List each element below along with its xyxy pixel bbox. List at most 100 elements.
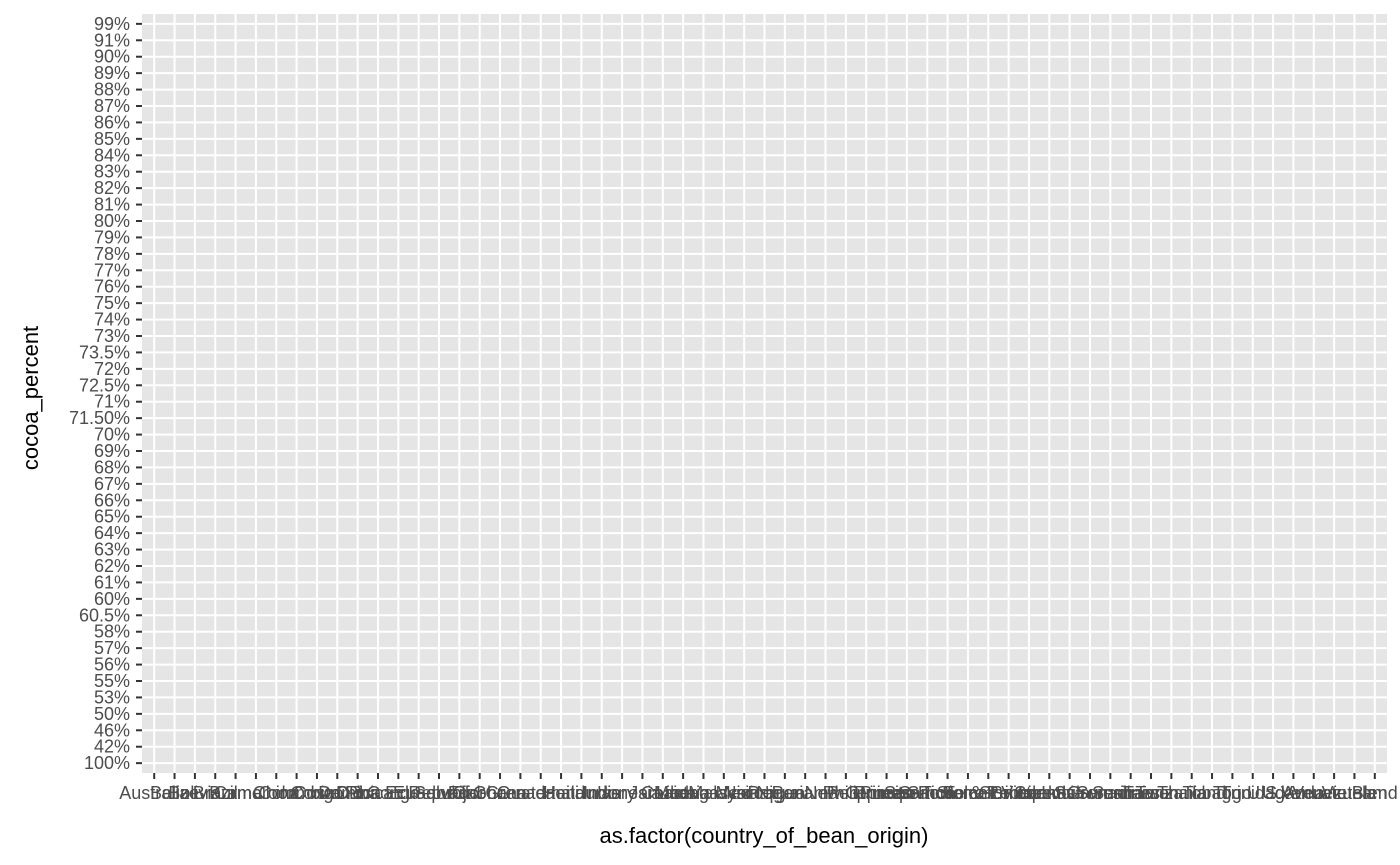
x-tick-label: Trinidad [1221, 783, 1285, 803]
x-tick-label: Burma [209, 783, 263, 803]
x-tick-label: Colombia [259, 783, 336, 803]
y-tick-label: 75% [94, 293, 130, 313]
x-tick-label: Taiwan [1123, 783, 1179, 803]
x-tick-label: Sumatra [1076, 783, 1145, 803]
x-tick-label: Mexico [716, 783, 773, 803]
y-tick-label: 72.5% [79, 375, 130, 395]
y-tick-label: 46% [94, 720, 130, 740]
y-tick-label: 87% [94, 96, 130, 116]
x-tick-label: Tobago [1183, 783, 1242, 803]
x-tick-label: Tanzania [1135, 783, 1208, 803]
y-tick-label: 83% [94, 162, 130, 182]
y-tick-label: 70% [94, 425, 130, 445]
x-tick-label: Cameroon [214, 783, 298, 803]
x-axis-title: as.factor(country_of_bean_origin) [600, 823, 929, 848]
x-tick-label: Cuba [336, 783, 380, 803]
x-tick-label: Thailand [1157, 783, 1226, 803]
y-tick-label: 42% [94, 737, 130, 757]
y-tick-label: 60.5% [79, 605, 130, 625]
y-tick-label: 79% [94, 227, 130, 247]
y-tick-label: 89% [94, 63, 130, 83]
x-tick-label: Vanuatu [1281, 783, 1347, 803]
y-tick-label: 53% [94, 687, 130, 707]
y-tick-label: 85% [94, 129, 130, 149]
y-tick-label: 81% [94, 195, 130, 215]
y-tick-label: 80% [94, 211, 130, 231]
x-tick-label: Solomon Islands [942, 783, 1075, 803]
x-tick-label: Grenada [485, 783, 556, 803]
y-tick-label: 60% [94, 589, 130, 609]
y-axis-title: cocoa_percent [18, 326, 43, 470]
x-tick-label: U.S.A. [1247, 783, 1299, 803]
y-tick-label: 57% [94, 638, 130, 658]
x-tick-label: Sulawesi [1054, 783, 1126, 803]
x-tick-label: Puerto Rico [860, 783, 954, 803]
x-tick-label: Haiti [543, 783, 579, 803]
x-tick-labels: AustraliaBelizeBoliviaBrazilBurmaCameroo… [119, 783, 1398, 803]
x-tick-label: Ghana [473, 783, 528, 803]
x-tick-label: India [582, 783, 622, 803]
x-axis-ticks [153, 773, 1376, 779]
x-tick-label: Nicaragua [723, 783, 806, 803]
y-tick-label: 84% [94, 145, 130, 165]
y-tick-label: 91% [94, 30, 130, 50]
x-tick-label: Blend [1352, 783, 1398, 803]
y-gridlines [142, 22, 1387, 765]
y-tick-label: 65% [94, 507, 130, 527]
x-tick-label: Congo [290, 783, 343, 803]
y-tick-label: 64% [94, 523, 130, 543]
x-tick-label: Belize [150, 783, 199, 803]
y-tick-label: 71% [94, 392, 130, 412]
x-tick-label: Brazil [193, 783, 238, 803]
x-tick-label: Indonesia [583, 783, 662, 803]
x-tick-label: Ecuador [385, 783, 452, 803]
x-tick-label: DR Congo [336, 783, 420, 803]
x-tick-label: Panama [772, 783, 840, 803]
x-tick-label: El Salvador [393, 783, 485, 803]
y-tick-label: 56% [94, 655, 130, 675]
y-tick-label: 90% [94, 47, 130, 67]
y-tick-label: 73.5% [79, 342, 130, 362]
x-tick-label: Papua New Guinea [747, 783, 904, 803]
x-tick-label: Philippines [823, 783, 910, 803]
x-tick-label: Togo [1213, 783, 1252, 803]
x-tick-label: Suriname [1092, 783, 1169, 803]
x-tick-label: Bolivia [168, 783, 222, 803]
y-tick-label: 77% [94, 260, 130, 280]
y-tick-label: 63% [94, 540, 130, 560]
x-tick-label: St.Vincent-Grenadines [979, 783, 1160, 803]
x-tick-label: Guatemala [497, 783, 586, 803]
x-tick-label: Honduras [542, 783, 620, 803]
y-tick-label: 66% [94, 490, 130, 510]
x-tick-label: Samoa [899, 783, 957, 803]
y-tick-label: 58% [94, 622, 130, 642]
y-tick-label: 78% [94, 244, 130, 264]
x-tick-label: Malaysia [688, 783, 760, 803]
y-tick-label: 55% [94, 671, 130, 691]
y-tick-label: 100% [84, 753, 130, 773]
y-tick-label: 99% [94, 14, 130, 34]
y-tick-label: 50% [94, 704, 130, 724]
y-tick-label: 86% [94, 112, 130, 132]
y-tick-label: 74% [94, 310, 130, 330]
y-axis-ticks [136, 22, 142, 765]
x-tick-label: Sierra Leone [937, 783, 1040, 803]
y-tick-label: 68% [94, 457, 130, 477]
x-tick-label: Sao Tome [907, 783, 988, 803]
x-tick-label: Venezuela [1292, 783, 1377, 803]
x-tick-label: Sri Lanka [991, 783, 1068, 803]
x-tick-label: Nigeria [756, 783, 814, 803]
x-tick-label: Dominican Republic [318, 783, 478, 803]
x-tick-label: Fiji [448, 783, 471, 803]
y-tick-label: 72% [94, 359, 130, 379]
x-tick-label: Sao Tome & Principe [884, 783, 1052, 803]
x-tick-label: Costa Rica [293, 783, 382, 803]
x-tick-label: Principe [854, 783, 919, 803]
x-tick-label: Ivory Coast [597, 783, 688, 803]
x-tick-label: Jamaica [629, 783, 697, 803]
x-tick-label: Uganda [1262, 783, 1326, 803]
x-tick-label: Madagascar [654, 783, 753, 803]
x-tick-label: China [253, 783, 301, 803]
x-tick-label: St. Lucia [1014, 783, 1085, 803]
y-tick-label: 69% [94, 441, 130, 461]
